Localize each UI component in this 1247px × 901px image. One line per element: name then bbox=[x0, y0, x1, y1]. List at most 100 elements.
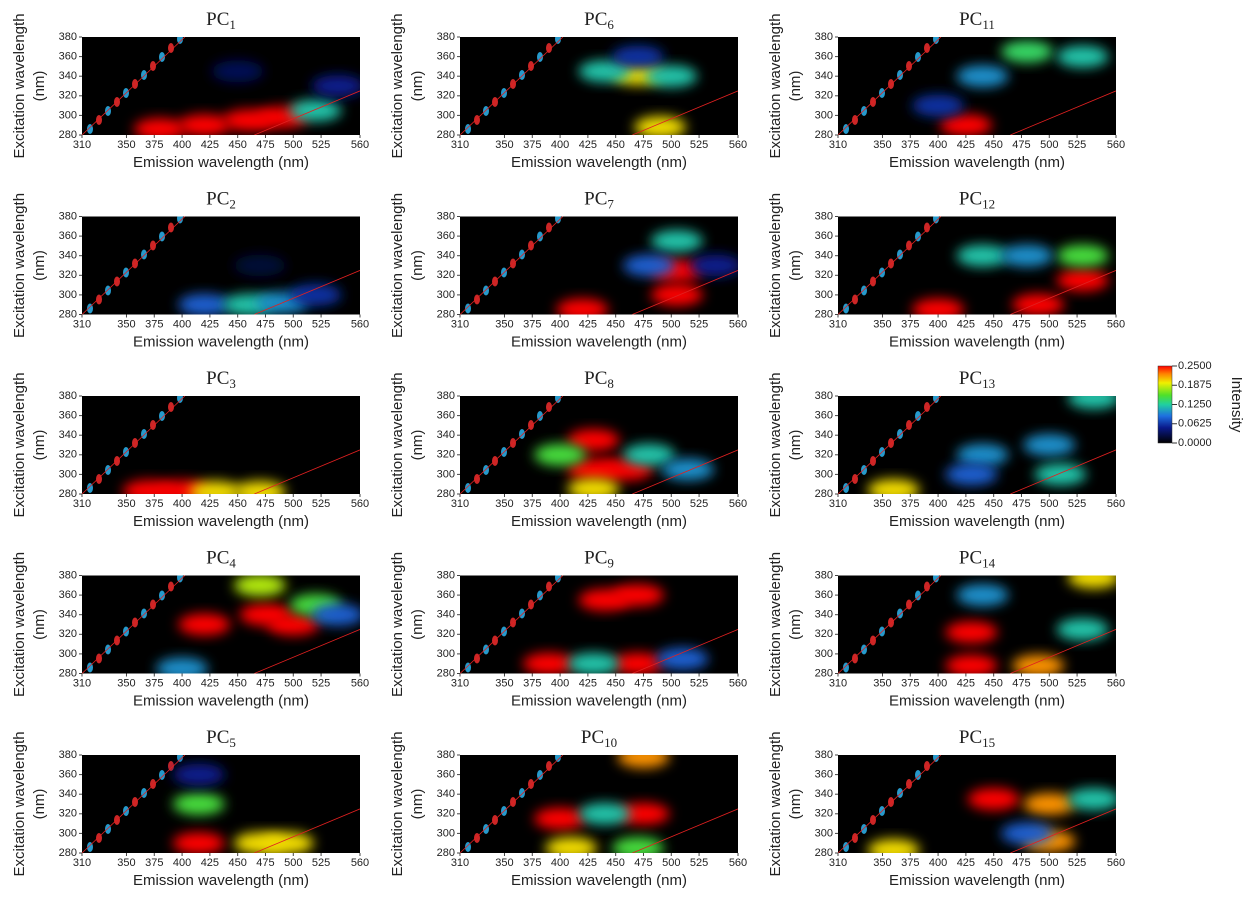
x-tick-label: 450 bbox=[229, 318, 247, 330]
title-subscript: 15 bbox=[982, 735, 995, 750]
x-tick-label: 560 bbox=[351, 318, 369, 330]
scatter-dot bbox=[105, 106, 111, 116]
y-axis-label: Excitation wavelength bbox=[767, 193, 784, 338]
title-subscript: 10 bbox=[604, 735, 617, 750]
y-axis-label: Excitation wavelength bbox=[389, 193, 406, 338]
title-text: PC bbox=[959, 368, 982, 389]
x-tick-label: 375 bbox=[523, 139, 541, 151]
heat-blob bbox=[656, 648, 708, 670]
y-axis-unit: (nm) bbox=[409, 609, 426, 640]
title-text: PC bbox=[581, 727, 604, 748]
colorbar-label: Intensity bbox=[1228, 377, 1245, 433]
x-axis-label: Emission wavelength (nm) bbox=[511, 513, 687, 530]
y-tick-label: 340 bbox=[59, 788, 77, 800]
heat-blob bbox=[945, 463, 997, 485]
title-subscript: 6 bbox=[607, 17, 614, 32]
heat-blob bbox=[645, 65, 697, 87]
x-tick-label: 400 bbox=[551, 139, 569, 151]
y-axis-unit: (nm) bbox=[409, 430, 426, 461]
y-tick-label: 360 bbox=[437, 589, 455, 601]
heat-blob bbox=[662, 459, 714, 481]
x-tick-label: 525 bbox=[1068, 318, 1086, 330]
heat-blob bbox=[567, 478, 619, 500]
x-tick-label: 375 bbox=[901, 498, 919, 510]
y-tick-label: 380 bbox=[59, 31, 77, 43]
y-tick-label: 340 bbox=[59, 429, 77, 441]
x-axis-label: Emission wavelength (nm) bbox=[133, 692, 309, 709]
title-subscript: 1 bbox=[229, 17, 236, 32]
y-tick-label: 380 bbox=[437, 31, 455, 43]
y-axis-unit: (nm) bbox=[787, 789, 804, 820]
y-tick-label: 300 bbox=[437, 827, 455, 839]
x-tick-label: 525 bbox=[312, 857, 330, 869]
y-tick-label: 380 bbox=[815, 569, 833, 581]
panel-title: PC6 bbox=[584, 9, 614, 32]
x-tick-label: 475 bbox=[1012, 857, 1030, 869]
y-tick-label: 340 bbox=[59, 609, 77, 621]
x-tick-label: 560 bbox=[729, 857, 747, 869]
heat-blob bbox=[173, 832, 225, 854]
x-tick-label: 525 bbox=[1068, 677, 1086, 689]
y-tick-label: 360 bbox=[437, 230, 455, 242]
x-tick-label: 560 bbox=[1107, 318, 1125, 330]
scatter-dot bbox=[861, 824, 867, 834]
y-tick-label: 380 bbox=[437, 749, 455, 761]
x-tick-label: 350 bbox=[117, 857, 135, 869]
heat-blob bbox=[134, 118, 186, 140]
x-tick-label: 375 bbox=[145, 139, 163, 151]
y-tick-label: 300 bbox=[815, 827, 833, 839]
heat-blob bbox=[178, 114, 230, 136]
x-tick-label: 400 bbox=[173, 677, 191, 689]
x-tick-label: 350 bbox=[873, 857, 891, 869]
x-tick-label: 475 bbox=[256, 857, 274, 869]
title-subscript: 12 bbox=[982, 196, 995, 211]
y-tick-label: 280 bbox=[437, 667, 455, 679]
y-axis-unit: (nm) bbox=[31, 430, 48, 461]
x-tick-label: 525 bbox=[690, 318, 708, 330]
scatter-dot bbox=[519, 609, 525, 619]
x-tick-label: 525 bbox=[1068, 857, 1086, 869]
x-tick-label: 500 bbox=[284, 677, 302, 689]
x-tick-label: 375 bbox=[145, 318, 163, 330]
y-axis-unit: (nm) bbox=[787, 250, 804, 281]
scatter-dot bbox=[177, 393, 183, 403]
x-tick-label: 375 bbox=[901, 318, 919, 330]
scatter-dot bbox=[897, 429, 903, 439]
x-tick-label: 525 bbox=[690, 139, 708, 151]
y-tick-label: 280 bbox=[437, 847, 455, 859]
x-tick-label: 350 bbox=[117, 139, 135, 151]
x-tick-label: 500 bbox=[1040, 498, 1058, 510]
heat-blob bbox=[945, 621, 997, 643]
x-axis-label: Emission wavelength (nm) bbox=[133, 333, 309, 350]
scatter-dot bbox=[897, 70, 903, 80]
y-tick-label: 380 bbox=[59, 749, 77, 761]
colorbar-tick-label: 0.0000 bbox=[1178, 437, 1212, 449]
heat-blob bbox=[523, 653, 575, 675]
x-tick-label: 400 bbox=[929, 677, 947, 689]
x-tick-label: 525 bbox=[1068, 498, 1086, 510]
y-tick-label: 380 bbox=[59, 390, 77, 402]
y-axis-unit: (nm) bbox=[409, 789, 426, 820]
x-tick-label: 500 bbox=[284, 498, 302, 510]
scatter-dot bbox=[105, 824, 111, 834]
x-tick-label: 425 bbox=[957, 498, 975, 510]
panel-title: PC8 bbox=[584, 368, 614, 391]
y-tick-label: 360 bbox=[815, 589, 833, 601]
y-tick-label: 340 bbox=[59, 250, 77, 262]
y-tick-label: 360 bbox=[437, 51, 455, 63]
y-tick-label: 280 bbox=[815, 308, 833, 320]
x-tick-label: 560 bbox=[729, 318, 747, 330]
scatter-dot bbox=[483, 645, 489, 655]
heat-blob bbox=[234, 255, 286, 277]
x-axis-label: Emission wavelength (nm) bbox=[511, 872, 687, 889]
heat-blob bbox=[567, 653, 619, 675]
x-tick-label: 400 bbox=[173, 857, 191, 869]
y-tick-label: 380 bbox=[59, 569, 77, 581]
heat-blob bbox=[1001, 41, 1053, 63]
y-tick-label: 300 bbox=[815, 468, 833, 480]
heat-blob bbox=[1057, 269, 1109, 291]
title-subscript: 7 bbox=[607, 196, 614, 211]
y-tick-label: 340 bbox=[437, 788, 455, 800]
x-tick-label: 525 bbox=[1068, 139, 1086, 151]
heat-blob bbox=[1001, 245, 1053, 267]
